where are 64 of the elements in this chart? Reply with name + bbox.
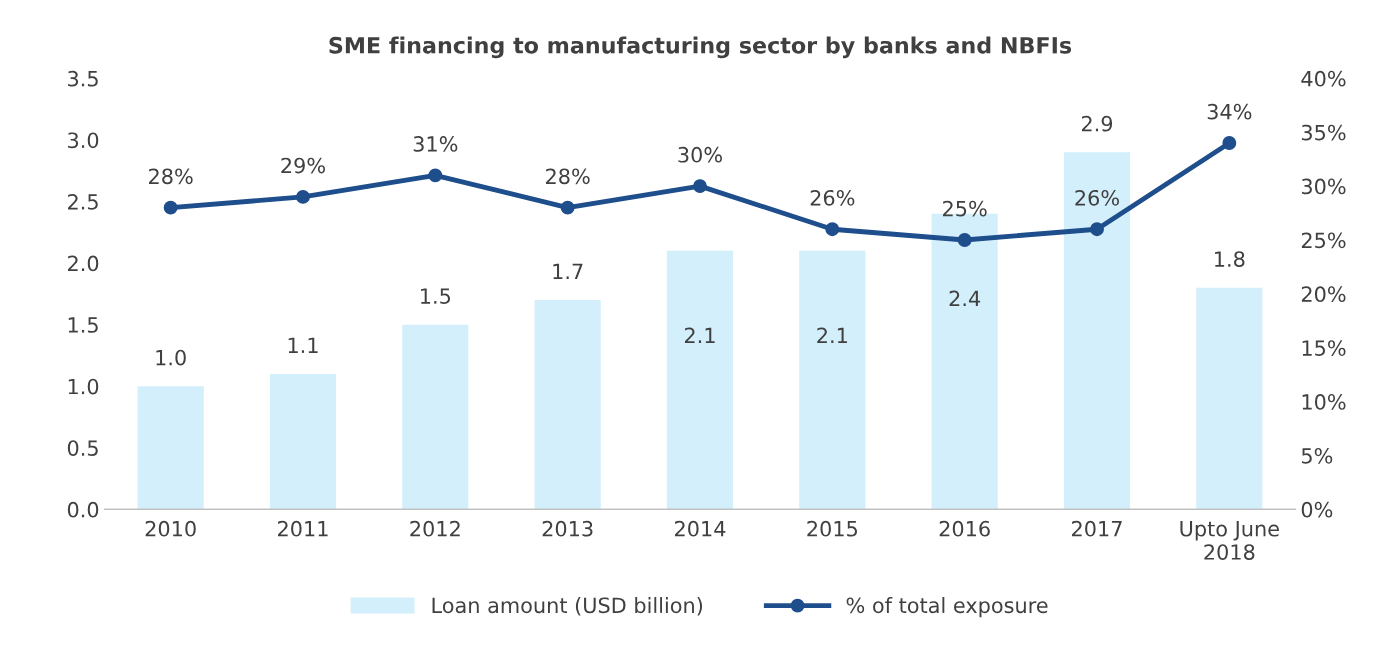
y2-tick-label: 15% [1302, 340, 1346, 356]
chart-title: SME financing to manufacturing sector by banks and NBFIs [329, 36, 1072, 59]
data-label: 1.7 [553, 263, 583, 280]
bar [137, 386, 204, 510]
x-tick-label: 2014 [675, 520, 726, 537]
data-label: 31% [413, 136, 458, 152]
data-label: 30% [678, 146, 722, 163]
y-tick-label: 0.0 [67, 501, 99, 518]
y2-tick-label: 30% [1301, 178, 1346, 195]
y-tick-label: 3.0 [68, 132, 99, 149]
point [428, 168, 443, 183]
y-tick-label: 2.5 [68, 193, 98, 210]
x-tick-label: Upto June 2018 [1180, 521, 1279, 560]
point [957, 233, 972, 247]
bar [799, 250, 866, 510]
point [296, 189, 310, 204]
data-label: 2.4 [949, 290, 981, 307]
data-label: 28% [546, 168, 590, 185]
y2-tick-label: 40% [1301, 70, 1346, 87]
legend-label: Loan amount (USD billion) [432, 597, 703, 616]
data-label: 1.8 [1215, 251, 1245, 267]
x-tick-label: 2010 [145, 520, 196, 537]
x-tick-label: 2017 [1072, 520, 1122, 537]
y2-tick-label: 0% [1301, 501, 1333, 518]
bar [269, 373, 337, 510]
data-label: 2.1 [684, 327, 715, 343]
y-tick-label: 0.5 [67, 440, 98, 456]
data-label: 2.9 [1081, 115, 1113, 132]
legend-label: % of total exposure [846, 597, 1048, 618]
x-tick-label: 2011 [277, 520, 328, 537]
data-label: 1.5 [421, 288, 451, 304]
bar [666, 250, 734, 510]
data-label: 29% [281, 157, 325, 174]
point [560, 200, 575, 215]
bar [534, 300, 601, 510]
x-tick-label: 2013 [542, 520, 593, 537]
y2-tick-label: 35% [1301, 124, 1346, 141]
y-tick-label: 3.5 [68, 70, 98, 87]
y2-tick-label: 5% [1301, 447, 1333, 464]
point [693, 179, 707, 194]
x-tick-label: 2012 [410, 520, 460, 537]
x-tick-label: 2016 [939, 520, 990, 537]
data-label: 1.0 [156, 349, 186, 366]
data-label: 34% [1207, 103, 1252, 120]
data-label: 2.1 [817, 327, 847, 343]
y2-tick-label: 20% [1301, 286, 1346, 303]
y-tick-label: 1.5 [68, 317, 98, 333]
bar [1196, 287, 1263, 510]
data-label: 26% [810, 189, 855, 206]
data-label: 25% [943, 200, 987, 217]
y-tick-label: 2.0 [68, 255, 99, 272]
y2-tick-label: 10% [1302, 394, 1346, 410]
data-label: 1.1 [288, 337, 318, 353]
point [1222, 136, 1237, 150]
bar [402, 324, 469, 510]
point [1090, 222, 1104, 237]
point [825, 222, 840, 237]
point [163, 200, 178, 215]
data-label: 28% [149, 168, 193, 185]
y2-tick-label: 25% [1301, 232, 1346, 249]
x-tick-label: 2015 [807, 520, 858, 537]
bar [1063, 152, 1131, 510]
data-label: 26% [1075, 189, 1119, 206]
y-tick-label: 1.0 [68, 378, 99, 395]
